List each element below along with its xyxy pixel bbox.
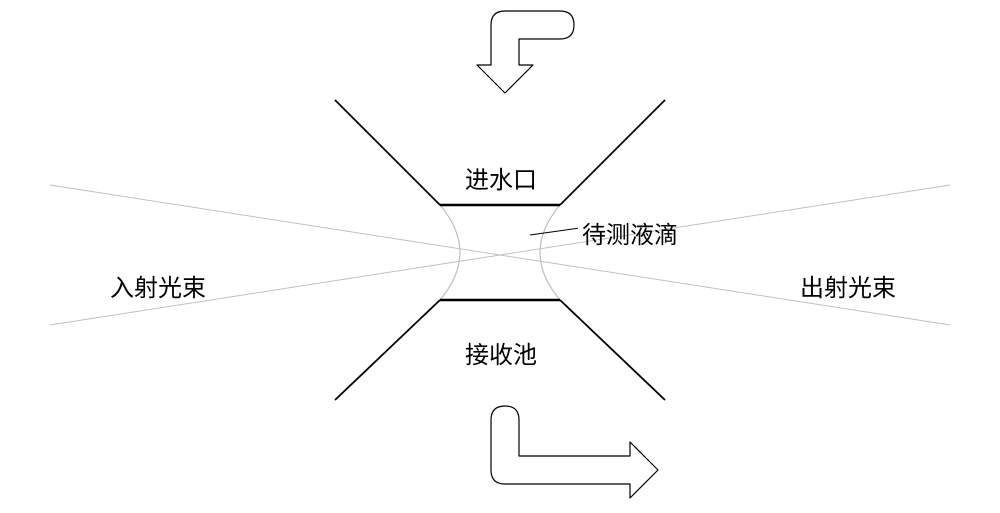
- label-incident-beam: 入射光束: [110, 268, 206, 303]
- label-receiver: 接收池: [465, 335, 537, 370]
- droplet-shape: [440, 205, 560, 300]
- label-exit-beam: 出射光束: [800, 268, 896, 303]
- droplet-leader-line: [530, 228, 578, 235]
- diagram-svg: [0, 0, 1000, 513]
- diagram-stage: 进水口 待测液滴 入射光束 出射光束 接收池: [0, 0, 1000, 513]
- label-droplet: 待测液滴: [582, 215, 678, 250]
- arrow-in-icon: [477, 11, 574, 93]
- label-inlet: 进水口: [465, 160, 537, 195]
- arrow-out-icon: [491, 406, 658, 498]
